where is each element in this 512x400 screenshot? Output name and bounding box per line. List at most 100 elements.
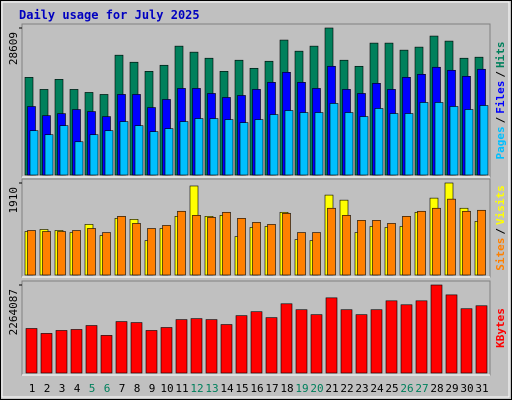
bar xyxy=(42,231,51,276)
bar xyxy=(102,232,111,276)
bar xyxy=(479,105,489,176)
bar xyxy=(310,314,323,374)
x-tick-label: 27 xyxy=(415,382,428,395)
bar xyxy=(359,116,369,176)
legend-entry: Sites xyxy=(494,238,507,271)
bar xyxy=(29,130,39,176)
bar xyxy=(252,222,261,276)
x-tick-label: 20 xyxy=(310,382,323,395)
bar xyxy=(447,198,456,276)
bar xyxy=(314,112,324,176)
x-tick-label: 7 xyxy=(119,382,126,395)
x-tick-label: 16 xyxy=(250,382,263,395)
bar xyxy=(269,114,279,176)
bar xyxy=(147,228,156,276)
chart-title: Daily usage for July 2025 xyxy=(19,8,200,22)
bar xyxy=(239,122,249,176)
bar xyxy=(430,284,443,374)
x-tick-label: 12 xyxy=(190,382,203,395)
bar xyxy=(475,305,488,374)
legend-entry: Pages xyxy=(494,126,507,159)
bar xyxy=(100,335,113,374)
bar xyxy=(27,230,36,276)
bar xyxy=(59,125,69,176)
bar xyxy=(207,217,216,276)
bar xyxy=(417,210,426,276)
bar xyxy=(297,232,306,276)
bar xyxy=(387,223,396,276)
bar xyxy=(325,297,338,374)
bar xyxy=(235,315,248,374)
bar xyxy=(70,329,83,374)
bar xyxy=(299,112,309,176)
bar xyxy=(404,113,414,176)
bar xyxy=(119,121,129,176)
bar xyxy=(117,216,126,276)
bar xyxy=(115,321,128,374)
bar xyxy=(89,134,99,176)
legend: Pages / Files / Hits xyxy=(494,42,507,160)
bar xyxy=(175,319,188,374)
bar xyxy=(72,230,81,276)
bar xyxy=(250,311,263,374)
bar xyxy=(327,207,336,276)
bar xyxy=(462,210,471,276)
legend-separator: / xyxy=(494,228,507,235)
x-tick-label: 21 xyxy=(325,382,338,395)
bar xyxy=(44,134,54,176)
x-tick-label: 18 xyxy=(280,382,293,395)
x-tick-label: 11 xyxy=(175,382,188,395)
bar xyxy=(160,327,173,374)
bar xyxy=(132,223,141,276)
x-tick-label: 24 xyxy=(370,382,384,395)
bar xyxy=(237,218,246,276)
bar xyxy=(355,314,368,374)
x-tick-label: 1 xyxy=(29,382,36,395)
bar xyxy=(177,210,186,276)
bar xyxy=(434,102,444,176)
bar xyxy=(464,109,474,176)
y-tick-label: 1910 xyxy=(7,187,20,214)
bar xyxy=(419,102,429,176)
bar xyxy=(162,225,171,276)
bar xyxy=(145,330,158,374)
bar xyxy=(400,304,413,374)
bar xyxy=(265,317,278,374)
x-tick-label: 26 xyxy=(400,382,413,395)
bar xyxy=(344,112,354,176)
bar xyxy=(329,103,339,176)
y-tick-label: 28609 xyxy=(7,32,20,65)
bar xyxy=(40,333,53,374)
bar xyxy=(85,325,98,374)
x-tick-label: 31 xyxy=(475,382,488,395)
bar xyxy=(134,125,144,176)
bar xyxy=(57,231,66,276)
x-tick-label: 9 xyxy=(149,382,156,395)
x-tick-label: 8 xyxy=(134,382,141,395)
x-tick-label: 15 xyxy=(235,382,248,395)
bar xyxy=(402,216,411,276)
x-tick-label: 4 xyxy=(74,382,81,395)
bar xyxy=(209,118,219,176)
bar xyxy=(370,309,383,374)
bar xyxy=(254,119,264,176)
bar xyxy=(149,131,159,176)
bar xyxy=(477,209,486,276)
x-tick-label: 5 xyxy=(89,382,96,395)
legend: Sites / Visits xyxy=(494,185,507,271)
legend-entry: Hits xyxy=(494,42,507,69)
bar xyxy=(25,328,38,374)
bar xyxy=(385,300,398,374)
bar xyxy=(87,228,96,276)
bar xyxy=(340,309,353,374)
bar xyxy=(179,121,189,176)
bar xyxy=(460,308,473,374)
x-tick-label: 10 xyxy=(160,382,173,395)
bar xyxy=(267,224,276,276)
bar xyxy=(224,119,234,176)
x-tick-label: 30 xyxy=(460,382,473,395)
legend: KBytes xyxy=(494,308,507,348)
bar xyxy=(445,294,458,374)
bar xyxy=(449,106,459,176)
